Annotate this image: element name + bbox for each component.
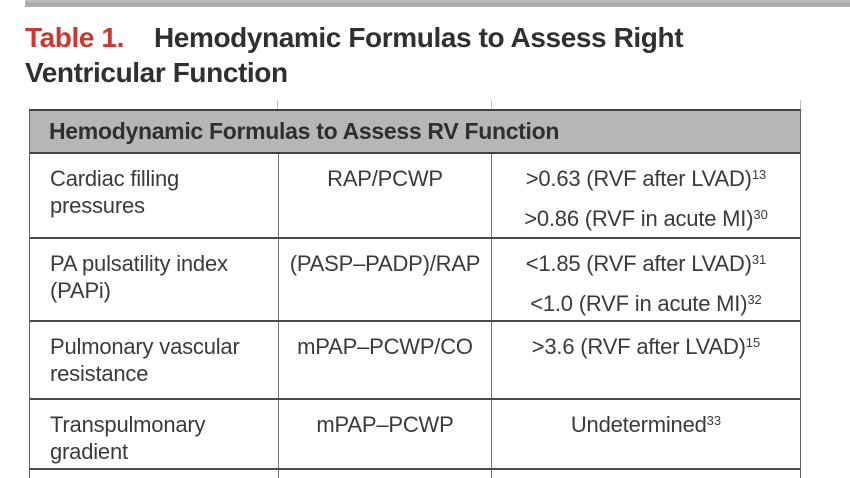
border-stub <box>800 100 801 109</box>
table-row: Pulmonary vascular resistance mPAP–PCWP/… <box>30 322 800 400</box>
threshold-text: Undetermined <box>570 412 707 437</box>
reference-superscript: 32 <box>747 292 762 307</box>
threshold-cell: Undetermined33 <box>492 400 800 468</box>
parameter-cell: Transpulmonary gradient <box>50 412 206 464</box>
threshold-cell: >3.6 (RVF after LVAD)15 <box>492 322 800 398</box>
formula-cell: mPAP–PCWP <box>278 400 492 468</box>
caption-label: Table 1. <box>25 22 124 53</box>
threshold-line: >3.6 (RVF after LVAD)15 <box>492 333 800 363</box>
table-caption: Table 1. Hemodynamic Formulas to Assess R… <box>25 20 773 90</box>
threshold-line: Undetermined33 <box>492 411 800 441</box>
table-row: PA pulsatility index (PAPi) (PASP–PADP)/… <box>30 239 800 322</box>
reference-superscript: 33 <box>706 413 722 428</box>
threshold-line: <1.85 (RVF after LVAD)31 <box>492 250 800 280</box>
parameter-cell <box>30 470 278 478</box>
threshold-cell: <1.85 (RVF after LVAD)31 <1.0 (RVF in ac… <box>492 239 800 320</box>
table-header-row: Hemodynamic Formulas to Assess RV Functi… <box>30 111 800 154</box>
threshold-cell: >0.63 (RVF after LVAD)13 >0.86 (RVF in a… <box>492 154 800 237</box>
caption-text: Hemodynamic Formulas to Assess Right Ven… <box>25 22 684 88</box>
table-row-cutoff <box>30 470 800 478</box>
threshold-line: >0.63 (RVF after LVAD)13 <box>492 165 800 195</box>
reference-superscript: 15 <box>745 335 761 350</box>
table-header-title: Hemodynamic Formulas to Assess RV Functi… <box>49 118 560 144</box>
table-row: Cardiac filling pressures RAP/PCWP >0.63… <box>30 154 800 239</box>
formula-cell: RAP/PCWP <box>278 154 492 237</box>
top-rule-bar <box>25 0 850 7</box>
threshold-text: >0.86 (RVF in acute MI) <box>524 206 754 231</box>
threshold-text: <1.0 (RVF in acute MI) <box>530 291 748 316</box>
threshold-line: <1.0 (RVF in acute MI)32 <box>492 290 800 320</box>
hemodynamic-formulas-table: Hemodynamic Formulas to Assess RV Functi… <box>29 109 801 478</box>
threshold-line: >0.86 (RVF in acute MI)30 <box>492 205 800 235</box>
reference-superscript: 30 <box>753 207 768 222</box>
reference-superscript: 13 <box>751 167 767 182</box>
threshold-text: >3.6 (RVF after LVAD) <box>531 334 746 359</box>
border-stub <box>277 100 278 109</box>
table-row: Transpulmonary gradient mPAP–PCWP Undete… <box>30 400 800 470</box>
border-stub <box>491 100 492 109</box>
parameter-cell: Cardiac filling pressures <box>50 166 180 218</box>
parameter-cell: Pulmonary vascular resistance <box>50 334 240 386</box>
formula-cell <box>278 470 492 478</box>
formula-cell: mPAP–PCWP/CO <box>278 322 492 398</box>
reference-superscript: 31 <box>751 252 767 267</box>
parameter-cell: PA pulsatility index (PAPi) <box>50 251 228 303</box>
threshold-text: <1.85 (RVF after LVAD) <box>525 251 752 276</box>
formula-cell: (PASP–PADP)/RAP <box>278 239 492 320</box>
threshold-text: >0.63 (RVF after LVAD) <box>525 166 752 191</box>
threshold-cell <box>492 470 800 478</box>
